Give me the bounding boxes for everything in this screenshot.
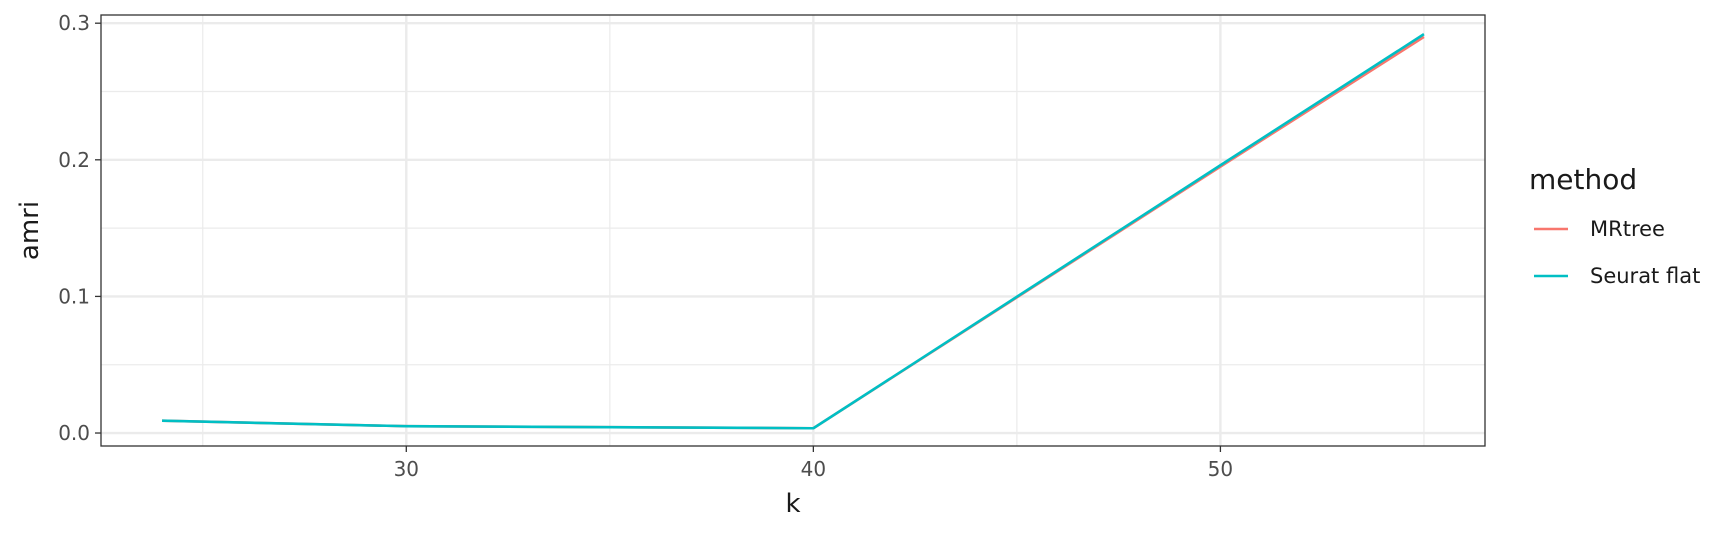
tick-labels: 30 40 50 0.0 0.1 0.2 0.3 [58,11,1233,481]
y-axis-title: amri [15,201,45,260]
y-tick-label: 0.0 [58,421,90,445]
series-lines [162,33,1425,430]
y-tick-label: 0.2 [58,148,90,172]
series-line [162,33,1425,430]
minor-gridlines [101,15,1485,446]
y-tick-label: 0.3 [58,11,90,35]
legend-items: MRtree Seurat flat [1534,217,1700,288]
major-gridlines [101,15,1485,446]
x-tick-label: 30 [394,457,419,481]
x-tick-label: 50 [1208,457,1233,481]
axis-ticks [95,22,1222,452]
legend-title: method [1529,163,1637,196]
x-axis-title: k [785,489,800,519]
plot-panel-border [100,14,1486,447]
x-tick-label: 40 [801,457,826,481]
y-tick-label: 0.1 [58,284,90,308]
legend-label: Seurat flat [1590,264,1700,288]
legend-label: MRtree [1590,217,1665,241]
legend: method MRtree Seurat flat [1529,163,1700,288]
